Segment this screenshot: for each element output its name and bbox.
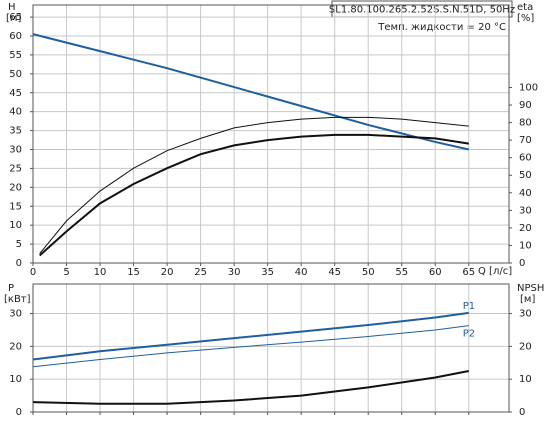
y2-axis-label: NPSH (517, 283, 544, 294)
y2-tick-label: 80 (519, 118, 532, 129)
y-tick-label: 30 (9, 145, 22, 156)
x-tick-label: 50 (362, 267, 375, 278)
y-tick-label: 10 (9, 374, 22, 385)
y2-tick-label: 0 (519, 407, 525, 418)
y2-tick-label: 10 (519, 374, 532, 385)
x-tick-label: 5 (63, 267, 69, 278)
x-tick-label: 60 (429, 267, 442, 278)
curve (32, 33, 469, 151)
y-tick-label: 60 (9, 31, 22, 42)
y-tick-label: 65 (9, 12, 22, 23)
y2-tick-label: 60 (519, 153, 532, 164)
series-label: P1 (463, 301, 475, 312)
y2-tick-label: 20 (519, 341, 532, 352)
plot-frame (32, 4, 510, 264)
y-axis-label: P (8, 283, 14, 294)
y2-tick-label: 40 (519, 188, 532, 199)
curve (32, 325, 469, 368)
x-tick-label: 20 (161, 267, 174, 278)
x-tick-label: 35 (261, 267, 274, 278)
y2-tick-label: 0 (519, 258, 525, 269)
chart-title: SL1.80.100.265.2.52S.S.N.51D, 50Hz (329, 5, 515, 16)
y2-axis-unit: [%] (517, 13, 534, 24)
y-tick-label: 0 (16, 407, 22, 418)
series-label: P2 (463, 329, 475, 340)
y-axis-unit: [м] (6, 13, 21, 24)
x-tick-label: 0 (30, 267, 36, 278)
y-tick-label: 20 (9, 341, 22, 352)
y2-tick-label: 10 (519, 240, 532, 251)
y-tick-label: 30 (9, 309, 22, 320)
y2-tick-label: 50 (519, 170, 532, 181)
y2-axis-label: eta (517, 2, 533, 13)
y2-tick-label: 30 (519, 205, 532, 216)
curve (39, 133, 469, 257)
curve (32, 311, 469, 361)
x-axis-label: Q [л/с] (478, 266, 512, 277)
x-tick-label: 25 (194, 267, 207, 278)
x-tick-label: 10 (94, 267, 107, 278)
y-tick-label: 25 (9, 163, 22, 174)
x-tick-label: 40 (295, 267, 308, 278)
y2-tick-label: 30 (519, 309, 532, 320)
plot-frame (32, 283, 510, 413)
subtitle: Темп. жидкости = 20 °C (377, 22, 506, 33)
y-axis-unit: [кВт] (4, 294, 31, 305)
y2-tick-label: 70 (519, 135, 532, 146)
y2-tick-label: 100 (519, 82, 538, 93)
y2-axis-unit: [м] (520, 294, 535, 305)
x-tick-label: 15 (127, 267, 140, 278)
y-tick-label: 40 (9, 107, 22, 118)
x-tick-label: 65 (462, 267, 475, 278)
y-axis-label: H (8, 2, 16, 13)
x-tick-label: 30 (228, 267, 241, 278)
y-tick-label: 50 (9, 69, 22, 80)
y-tick-label: 20 (9, 182, 22, 193)
y-tick-label: 5 (16, 239, 22, 250)
x-tick-label: 45 (328, 267, 341, 278)
y-tick-label: 15 (9, 201, 22, 212)
y-tick-label: 35 (9, 126, 22, 137)
y-tick-label: 10 (9, 220, 22, 231)
curve (39, 116, 469, 254)
y2-tick-label: 20 (519, 223, 532, 234)
y2-tick-label: 90 (519, 100, 532, 111)
y-tick-label: 0 (16, 258, 22, 269)
y-tick-label: 55 (9, 50, 22, 61)
x-tick-label: 55 (395, 267, 408, 278)
y-tick-label: 45 (9, 88, 22, 99)
curve (32, 369, 469, 405)
